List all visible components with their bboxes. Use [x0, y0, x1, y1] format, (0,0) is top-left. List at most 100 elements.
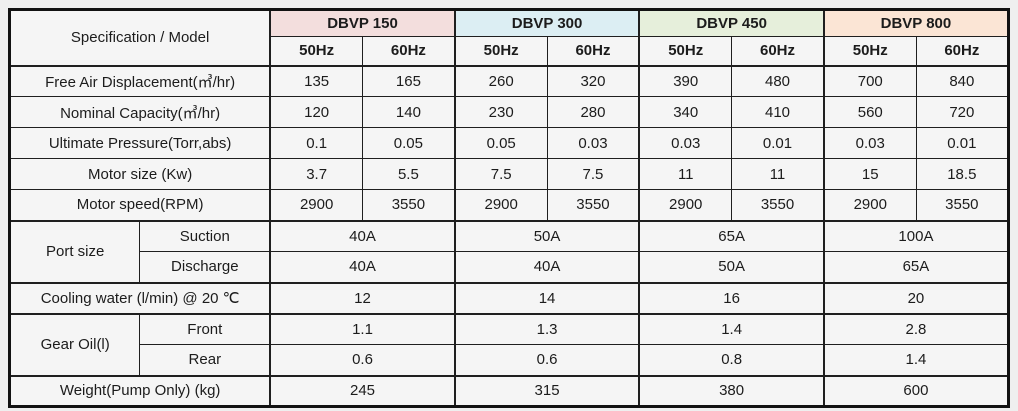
value-cell: 1.1	[269, 313, 456, 345]
spec-table: Specification / Model DBVP 150 DBVP 300 …	[8, 8, 1010, 408]
corner-header: Specification / Model	[9, 9, 271, 67]
value-cell: 230	[453, 96, 548, 128]
value-cell: 0.8	[638, 344, 825, 377]
value-cell: 65A	[822, 251, 1009, 284]
freq-header: 50Hz	[269, 36, 364, 67]
value-cell: 600	[822, 375, 1009, 407]
value-cell: 65A	[638, 220, 825, 252]
value-cell: 320	[546, 65, 640, 97]
value-cell: 40A	[269, 220, 456, 252]
value-cell: 2900	[453, 189, 548, 222]
value-cell: 50A	[638, 251, 825, 284]
value-cell: 3550	[915, 189, 1010, 222]
value-cell: 3.7	[269, 158, 364, 190]
row-label: Motor speed(RPM)	[9, 189, 271, 222]
value-cell: 245	[269, 375, 456, 407]
value-cell: 0.05	[362, 127, 456, 159]
value-cell: 3550	[731, 189, 825, 222]
value-cell: 315	[453, 375, 640, 407]
value-cell: 7.5	[546, 158, 640, 190]
group-label-port-size: Port size	[8, 220, 141, 284]
value-cell: 340	[638, 96, 733, 128]
value-cell: 3550	[546, 189, 640, 222]
value-cell: 840	[915, 65, 1010, 97]
value-cell: 0.01	[915, 127, 1010, 159]
table-row: Ultimate Pressure(Torr,abs) 0.1 0.05 0.0…	[9, 127, 1010, 159]
value-cell: 0.6	[453, 344, 640, 377]
table-row: Discharge 40A 40A 50A 65A	[10, 251, 1009, 284]
value-cell: 120	[269, 96, 364, 128]
value-cell: 0.03	[822, 127, 917, 159]
table-row: Free Air Displacement(㎥/hr) 135 165 260 …	[9, 65, 1010, 97]
freq-header: 60Hz	[731, 36, 825, 67]
value-cell: 2900	[638, 189, 733, 222]
row-label: Ultimate Pressure(Torr,abs)	[9, 127, 271, 159]
value-cell: 12	[269, 282, 456, 315]
value-cell: 1.4	[638, 313, 825, 345]
value-cell: 18.5	[915, 158, 1010, 190]
value-cell: 560	[822, 96, 917, 128]
freq-header: 50Hz	[822, 36, 917, 67]
value-cell: 0.03	[638, 127, 733, 159]
value-cell: 11	[638, 158, 733, 190]
row-label: Motor size (Kw)	[9, 158, 271, 190]
value-cell: 7.5	[453, 158, 548, 190]
freq-header: 60Hz	[362, 36, 456, 67]
row-label: Free Air Displacement(㎥/hr)	[9, 65, 271, 97]
value-cell: 20	[822, 282, 1009, 315]
value-cell: 410	[731, 96, 825, 128]
table-row: Nominal Capacity(㎥/hr) 120 140 230 280 3…	[9, 96, 1010, 128]
value-cell: 140	[362, 96, 456, 128]
sub-label-rear: Rear	[139, 344, 271, 377]
freq-header: 60Hz	[915, 36, 1010, 67]
value-cell: 480	[731, 65, 825, 97]
table-row: Cooling water (l/min) @ 20 ℃ 12 14 16 20	[9, 282, 1009, 315]
group-label-gear-oil: Gear Oil(l)	[8, 313, 141, 377]
value-cell: 280	[546, 96, 640, 128]
row-label: Weight(Pump Only) (kg)	[9, 375, 271, 407]
model-header-row: Specification / Model DBVP 150 DBVP 300 …	[9, 9, 1009, 67]
value-cell: 0.01	[731, 127, 825, 159]
value-cell: 0.1	[269, 127, 364, 159]
value-cell: 40A	[269, 251, 456, 284]
value-cell: 15	[822, 158, 917, 190]
table-row: Rear 0.6 0.6 0.8 1.4	[10, 344, 1009, 377]
value-cell: 0.03	[546, 127, 640, 159]
value-cell: 11	[731, 158, 825, 190]
value-cell: 380	[638, 375, 825, 407]
value-cell: 2.8	[822, 313, 1009, 345]
table-row: Motor speed(RPM) 2900 3550 2900 3550 290…	[9, 189, 1010, 222]
value-cell: 700	[822, 65, 917, 97]
model-header-dbvp150: DBVP 150	[269, 9, 456, 37]
model-header-dbvp800: DBVP 800	[822, 9, 1009, 37]
model-header-dbvp450: DBVP 450	[638, 9, 825, 37]
value-cell: 260	[453, 65, 548, 97]
value-cell: 100A	[822, 220, 1009, 252]
model-header-dbvp300: DBVP 300	[453, 9, 640, 37]
value-cell: 0.6	[269, 344, 456, 377]
value-cell: 390	[638, 65, 733, 97]
row-label: Nominal Capacity(㎥/hr)	[9, 96, 271, 128]
value-cell: 0.05	[453, 127, 548, 159]
value-cell: 14	[453, 282, 640, 315]
value-cell: 165	[362, 65, 456, 97]
row-label: Cooling water (l/min) @ 20 ℃	[9, 282, 271, 315]
value-cell: 1.4	[822, 344, 1009, 377]
value-cell: 5.5	[362, 158, 456, 190]
table-row: Gear Oil(l) Front 1.1 1.3 1.4 2.8	[8, 313, 1009, 377]
freq-header: 50Hz	[638, 36, 733, 67]
value-cell: 3550	[362, 189, 456, 222]
value-cell: 2900	[822, 189, 917, 222]
table-row: Motor size (Kw) 3.7 5.5 7.5 7.5 11 11 15…	[9, 158, 1010, 190]
value-cell: 2900	[269, 189, 364, 222]
freq-header: 60Hz	[546, 36, 640, 67]
value-cell: 1.3	[453, 313, 640, 345]
table-row: Weight(Pump Only) (kg) 245 315 380 600	[9, 375, 1009, 407]
value-cell: 16	[638, 282, 825, 315]
value-cell: 720	[915, 96, 1010, 128]
value-cell: 50A	[453, 220, 640, 252]
sub-label-front: Front	[139, 313, 271, 345]
value-cell: 40A	[453, 251, 640, 284]
sub-label-discharge: Discharge	[139, 251, 271, 284]
